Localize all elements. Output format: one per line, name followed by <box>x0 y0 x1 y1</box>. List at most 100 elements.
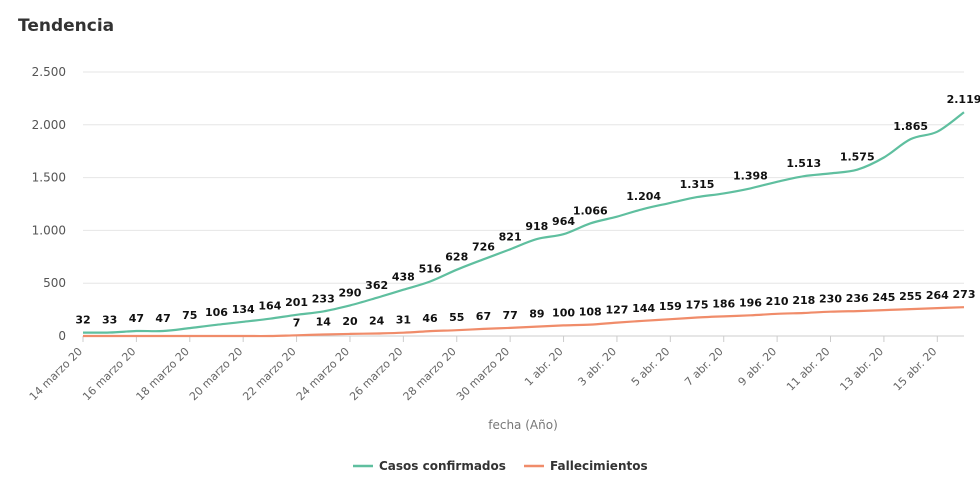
data-point-fallecimientos[interactable] <box>747 312 753 318</box>
data-label-fallecimientos: 186 <box>712 297 735 310</box>
data-point-fallecimientos[interactable] <box>721 313 727 319</box>
data-point-casos[interactable] <box>534 236 540 242</box>
data-label-casos: 438 <box>392 271 415 284</box>
data-point-fallecimientos[interactable] <box>667 316 673 322</box>
data-point-casos[interactable] <box>454 267 460 273</box>
data-point-fallecimientos[interactable] <box>240 333 246 339</box>
data-label-fallecimientos: 175 <box>686 299 709 312</box>
data-point-fallecimientos[interactable] <box>881 307 887 313</box>
x-tick-label: 1 abr. 20 <box>522 345 566 389</box>
data-point-casos[interactable] <box>614 214 620 220</box>
data-point-casos[interactable] <box>320 308 326 314</box>
data-point-casos[interactable] <box>427 279 433 285</box>
data-point-casos[interactable] <box>908 136 914 142</box>
data-point-casos[interactable] <box>667 200 673 206</box>
data-point-casos[interactable] <box>213 322 219 328</box>
chart-title: Tendencia <box>18 16 115 36</box>
data-point-casos[interactable] <box>587 220 593 226</box>
data-point-casos[interactable] <box>721 190 727 196</box>
data-point-fallecimientos[interactable] <box>614 320 620 326</box>
data-label-casos: 134 <box>232 303 255 316</box>
x-tick-label: 16 marzo 20 <box>80 345 138 403</box>
data-point-casos[interactable] <box>774 179 780 185</box>
data-point-fallecimientos[interactable] <box>160 333 166 339</box>
data-label-fallecimientos: 67 <box>476 310 491 323</box>
data-point-casos[interactable] <box>507 246 513 252</box>
data-point-fallecimientos[interactable] <box>347 331 353 337</box>
data-point-fallecimientos[interactable] <box>294 332 300 338</box>
data-point-fallecimientos[interactable] <box>213 333 219 339</box>
x-tick-label: 20 marzo 20 <box>187 345 245 403</box>
data-point-fallecimientos[interactable] <box>561 322 567 328</box>
data-point-fallecimientos[interactable] <box>587 322 593 328</box>
data-label-fallecimientos: 100 <box>552 306 575 319</box>
x-tick-label: 13 abr. 20 <box>837 345 886 394</box>
data-point-fallecimientos[interactable] <box>480 326 486 332</box>
data-point-fallecimientos[interactable] <box>534 324 540 330</box>
data-label-fallecimientos: 77 <box>502 309 517 322</box>
data-point-casos[interactable] <box>934 129 940 135</box>
data-label-fallecimientos: 55 <box>449 311 464 324</box>
legend-item-fallecimientos[interactable]: Fallecimientos <box>524 459 648 473</box>
y-tick-label: 500 <box>43 276 66 290</box>
data-label-fallecimientos: 196 <box>739 296 762 309</box>
data-point-fallecimientos[interactable] <box>934 305 940 311</box>
data-label-casos: 33 <box>102 314 117 327</box>
data-point-casos[interactable] <box>828 170 834 176</box>
data-point-fallecimientos[interactable] <box>694 315 700 321</box>
data-point-fallecimientos[interactable] <box>828 309 834 315</box>
data-label-casos: 516 <box>419 263 442 276</box>
data-label-fallecimientos: 24 <box>369 314 385 327</box>
data-point-fallecimientos[interactable] <box>80 333 86 339</box>
data-point-fallecimientos[interactable] <box>454 327 460 333</box>
data-point-casos[interactable] <box>694 194 700 200</box>
data-label-fallecimientos: 218 <box>792 294 815 307</box>
data-point-fallecimientos[interactable] <box>641 318 647 324</box>
data-point-casos[interactable] <box>854 167 860 173</box>
data-point-casos[interactable] <box>187 325 193 331</box>
x-tick-label: 5 abr. 20 <box>629 345 673 389</box>
data-point-fallecimientos[interactable] <box>320 332 326 338</box>
data-point-fallecimientos[interactable] <box>774 311 780 317</box>
data-point-fallecimientos[interactable] <box>801 310 807 316</box>
data-point-fallecimientos[interactable] <box>187 333 193 339</box>
data-label-fallecimientos: 264 <box>926 289 949 302</box>
data-point-fallecimientos[interactable] <box>854 308 860 314</box>
data-point-casos[interactable] <box>801 173 807 179</box>
x-tick-label: 28 marzo 20 <box>401 345 459 403</box>
y-tick-label: 1.000 <box>32 223 66 237</box>
data-point-casos[interactable] <box>881 155 887 161</box>
data-point-fallecimientos[interactable] <box>961 304 967 310</box>
data-point-casos[interactable] <box>400 287 406 293</box>
data-point-fallecimientos[interactable] <box>400 330 406 336</box>
data-label-casos: 821 <box>499 230 522 243</box>
data-point-casos[interactable] <box>347 302 353 308</box>
x-tick-label: 7 abr. 20 <box>682 345 726 389</box>
y-tick-label: 2.000 <box>32 118 66 132</box>
data-point-fallecimientos[interactable] <box>507 325 513 331</box>
data-label-casos: 290 <box>338 286 361 299</box>
data-point-fallecimientos[interactable] <box>133 333 139 339</box>
data-point-casos[interactable] <box>561 231 567 237</box>
data-point-casos[interactable] <box>961 109 967 115</box>
series-line-fallecimientos[interactable] <box>83 306 965 338</box>
data-point-casos[interactable] <box>480 256 486 262</box>
data-point-fallecimientos[interactable] <box>374 330 380 336</box>
data-point-fallecimientos[interactable] <box>908 306 914 312</box>
series-lines <box>80 109 967 339</box>
data-point-casos[interactable] <box>374 295 380 301</box>
data-point-casos[interactable] <box>747 185 753 191</box>
legend-item-casos[interactable]: Casos confirmados <box>353 459 506 473</box>
series-line-casos[interactable] <box>82 111 965 334</box>
data-point-fallecimientos[interactable] <box>107 333 113 339</box>
data-point-casos[interactable] <box>267 316 273 322</box>
data-point-casos[interactable] <box>641 206 647 212</box>
data-label-fallecimientos: 46 <box>422 312 438 325</box>
data-point-casos[interactable] <box>240 319 246 325</box>
data-label-casos: 1.575 <box>840 151 875 164</box>
data-point-fallecimientos[interactable] <box>427 328 433 334</box>
y-tick-label: 0 <box>58 329 66 343</box>
data-point-fallecimientos[interactable] <box>267 333 273 339</box>
